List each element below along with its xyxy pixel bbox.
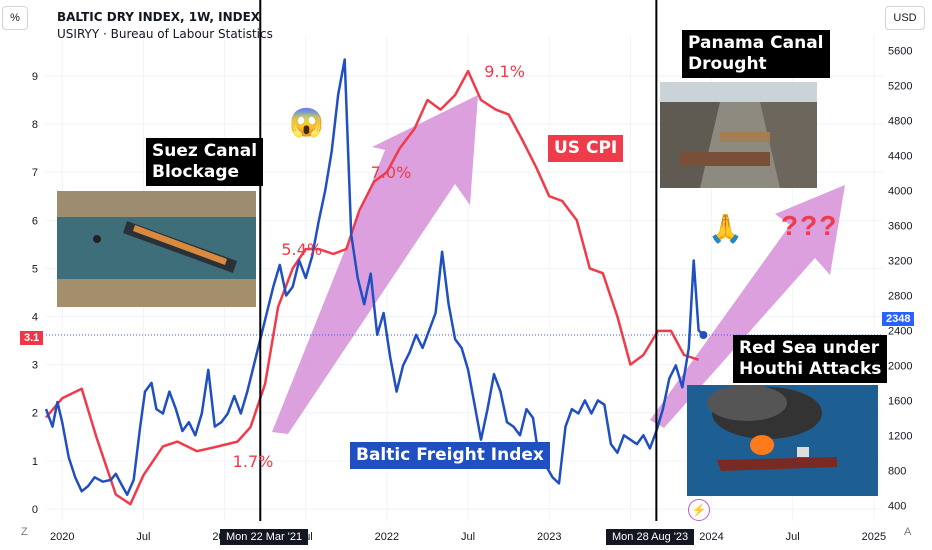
scream-emoji: 😱	[289, 107, 324, 138]
marker-date-1: Mon 22 Mar '21	[220, 529, 309, 545]
x-axis-tick: Jul	[136, 531, 150, 543]
cpi-annotation: 5.4%	[281, 240, 322, 259]
right-axis-tick: 4800	[888, 116, 912, 128]
chart-title: BALTIC DRY INDEX, 1W, INDEX	[57, 10, 261, 24]
pray-emoji: 🙏	[708, 213, 743, 244]
panama-canal-callout: Panama Canal Drought	[682, 30, 830, 78]
suez-canal-photo	[57, 191, 256, 307]
red-sea-callout: Red Sea under Houthi Attacks	[733, 335, 888, 383]
corner-z[interactable]: Z	[21, 526, 28, 538]
x-axis-tick: 2025	[862, 531, 886, 543]
left-axis-tick: 3	[32, 360, 38, 372]
cpi-annotation: 7.0%	[371, 163, 412, 182]
x-axis-tick: 2020	[50, 531, 74, 543]
baltic-freight-index-label: Baltic Freight Index	[350, 442, 550, 469]
left-axis-tick: 8	[32, 119, 38, 131]
x-axis-tick: 2022	[375, 531, 399, 543]
right-axis-tick: 1200	[888, 430, 912, 442]
right-axis-tick: 2000	[888, 360, 912, 372]
right-axis-tick: 5200	[888, 81, 912, 93]
right-axis-tick: 4400	[888, 151, 912, 163]
us-cpi-label: US CPI	[548, 135, 624, 162]
bdi-last-value-badge: 2348	[882, 312, 915, 326]
cpi-annotation: 1.7%	[233, 452, 274, 471]
left-axis-tick: 6	[32, 215, 38, 227]
left-axis-tick: 7	[32, 167, 38, 179]
right-axis-tick: 3200	[888, 256, 912, 268]
right-axis-tick: 4000	[888, 186, 912, 198]
cpi-annotation: 9.1%	[484, 62, 525, 81]
cpi-last-value-badge: 3.1	[20, 331, 44, 345]
last-point-marker	[699, 330, 708, 339]
left-axis-tick: 4	[32, 311, 38, 323]
red-sea-photo	[687, 385, 878, 496]
right-axis-tick: 2400	[888, 325, 912, 337]
left-axis-tick: 2	[32, 408, 38, 420]
right-axis-tick: 3600	[888, 221, 912, 233]
question-marks: ???	[781, 210, 839, 241]
panama-canal-photo	[660, 82, 817, 188]
marker-date-2: Mon 28 Aug '23	[606, 529, 695, 545]
chart-subtitle: USIRYY · Bureau of Labour Statistics	[57, 27, 273, 41]
right-axis-tick: 1600	[888, 395, 912, 407]
x-axis-tick: 2024	[699, 531, 723, 543]
left-axis-tick: 9	[32, 71, 38, 83]
left-axis-tick: 5	[32, 263, 38, 275]
left-scale-button[interactable]: %	[2, 6, 28, 30]
x-axis-tick: 2023	[537, 531, 561, 543]
trend-arrow-1	[272, 95, 478, 434]
trend-arrow-2	[650, 185, 845, 428]
x-axis-tick: Jul	[461, 531, 475, 543]
series-line-bfi	[44, 58, 705, 497]
series-line-cpi	[45, 69, 699, 506]
left-axis-tick: 0	[32, 504, 38, 516]
right-axis-tick: 2800	[888, 290, 912, 302]
suez-canal-callout: Suez Canal Blockage	[146, 138, 264, 186]
right-axis-tick: 400	[888, 500, 906, 512]
corner-a[interactable]: A	[904, 526, 912, 538]
right-axis-tick: 5600	[888, 46, 912, 58]
right-scale-button[interactable]: USD	[885, 6, 925, 30]
right-axis-tick: 800	[888, 465, 906, 477]
left-axis-tick: 1	[32, 456, 38, 468]
lightning-icon[interactable]: ⚡	[688, 499, 710, 521]
x-axis-tick: Jul	[786, 531, 800, 543]
